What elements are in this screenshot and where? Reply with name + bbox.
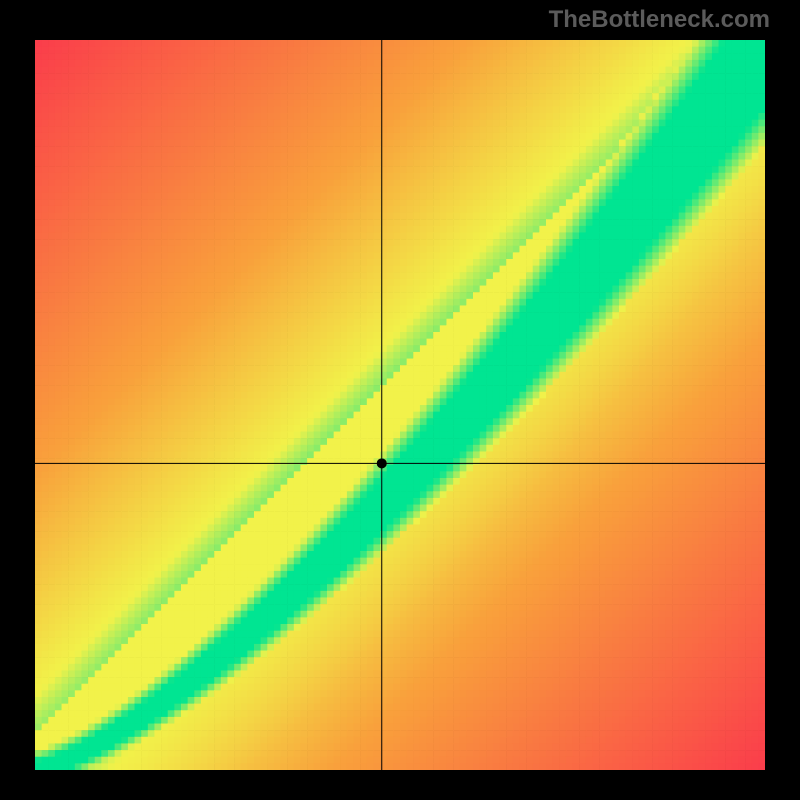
- heatmap-plot: [35, 40, 765, 770]
- heatmap-canvas: [35, 40, 765, 770]
- watermark-text: TheBottleneck.com: [549, 6, 770, 34]
- chart-container: TheBottleneck.com: [0, 0, 800, 800]
